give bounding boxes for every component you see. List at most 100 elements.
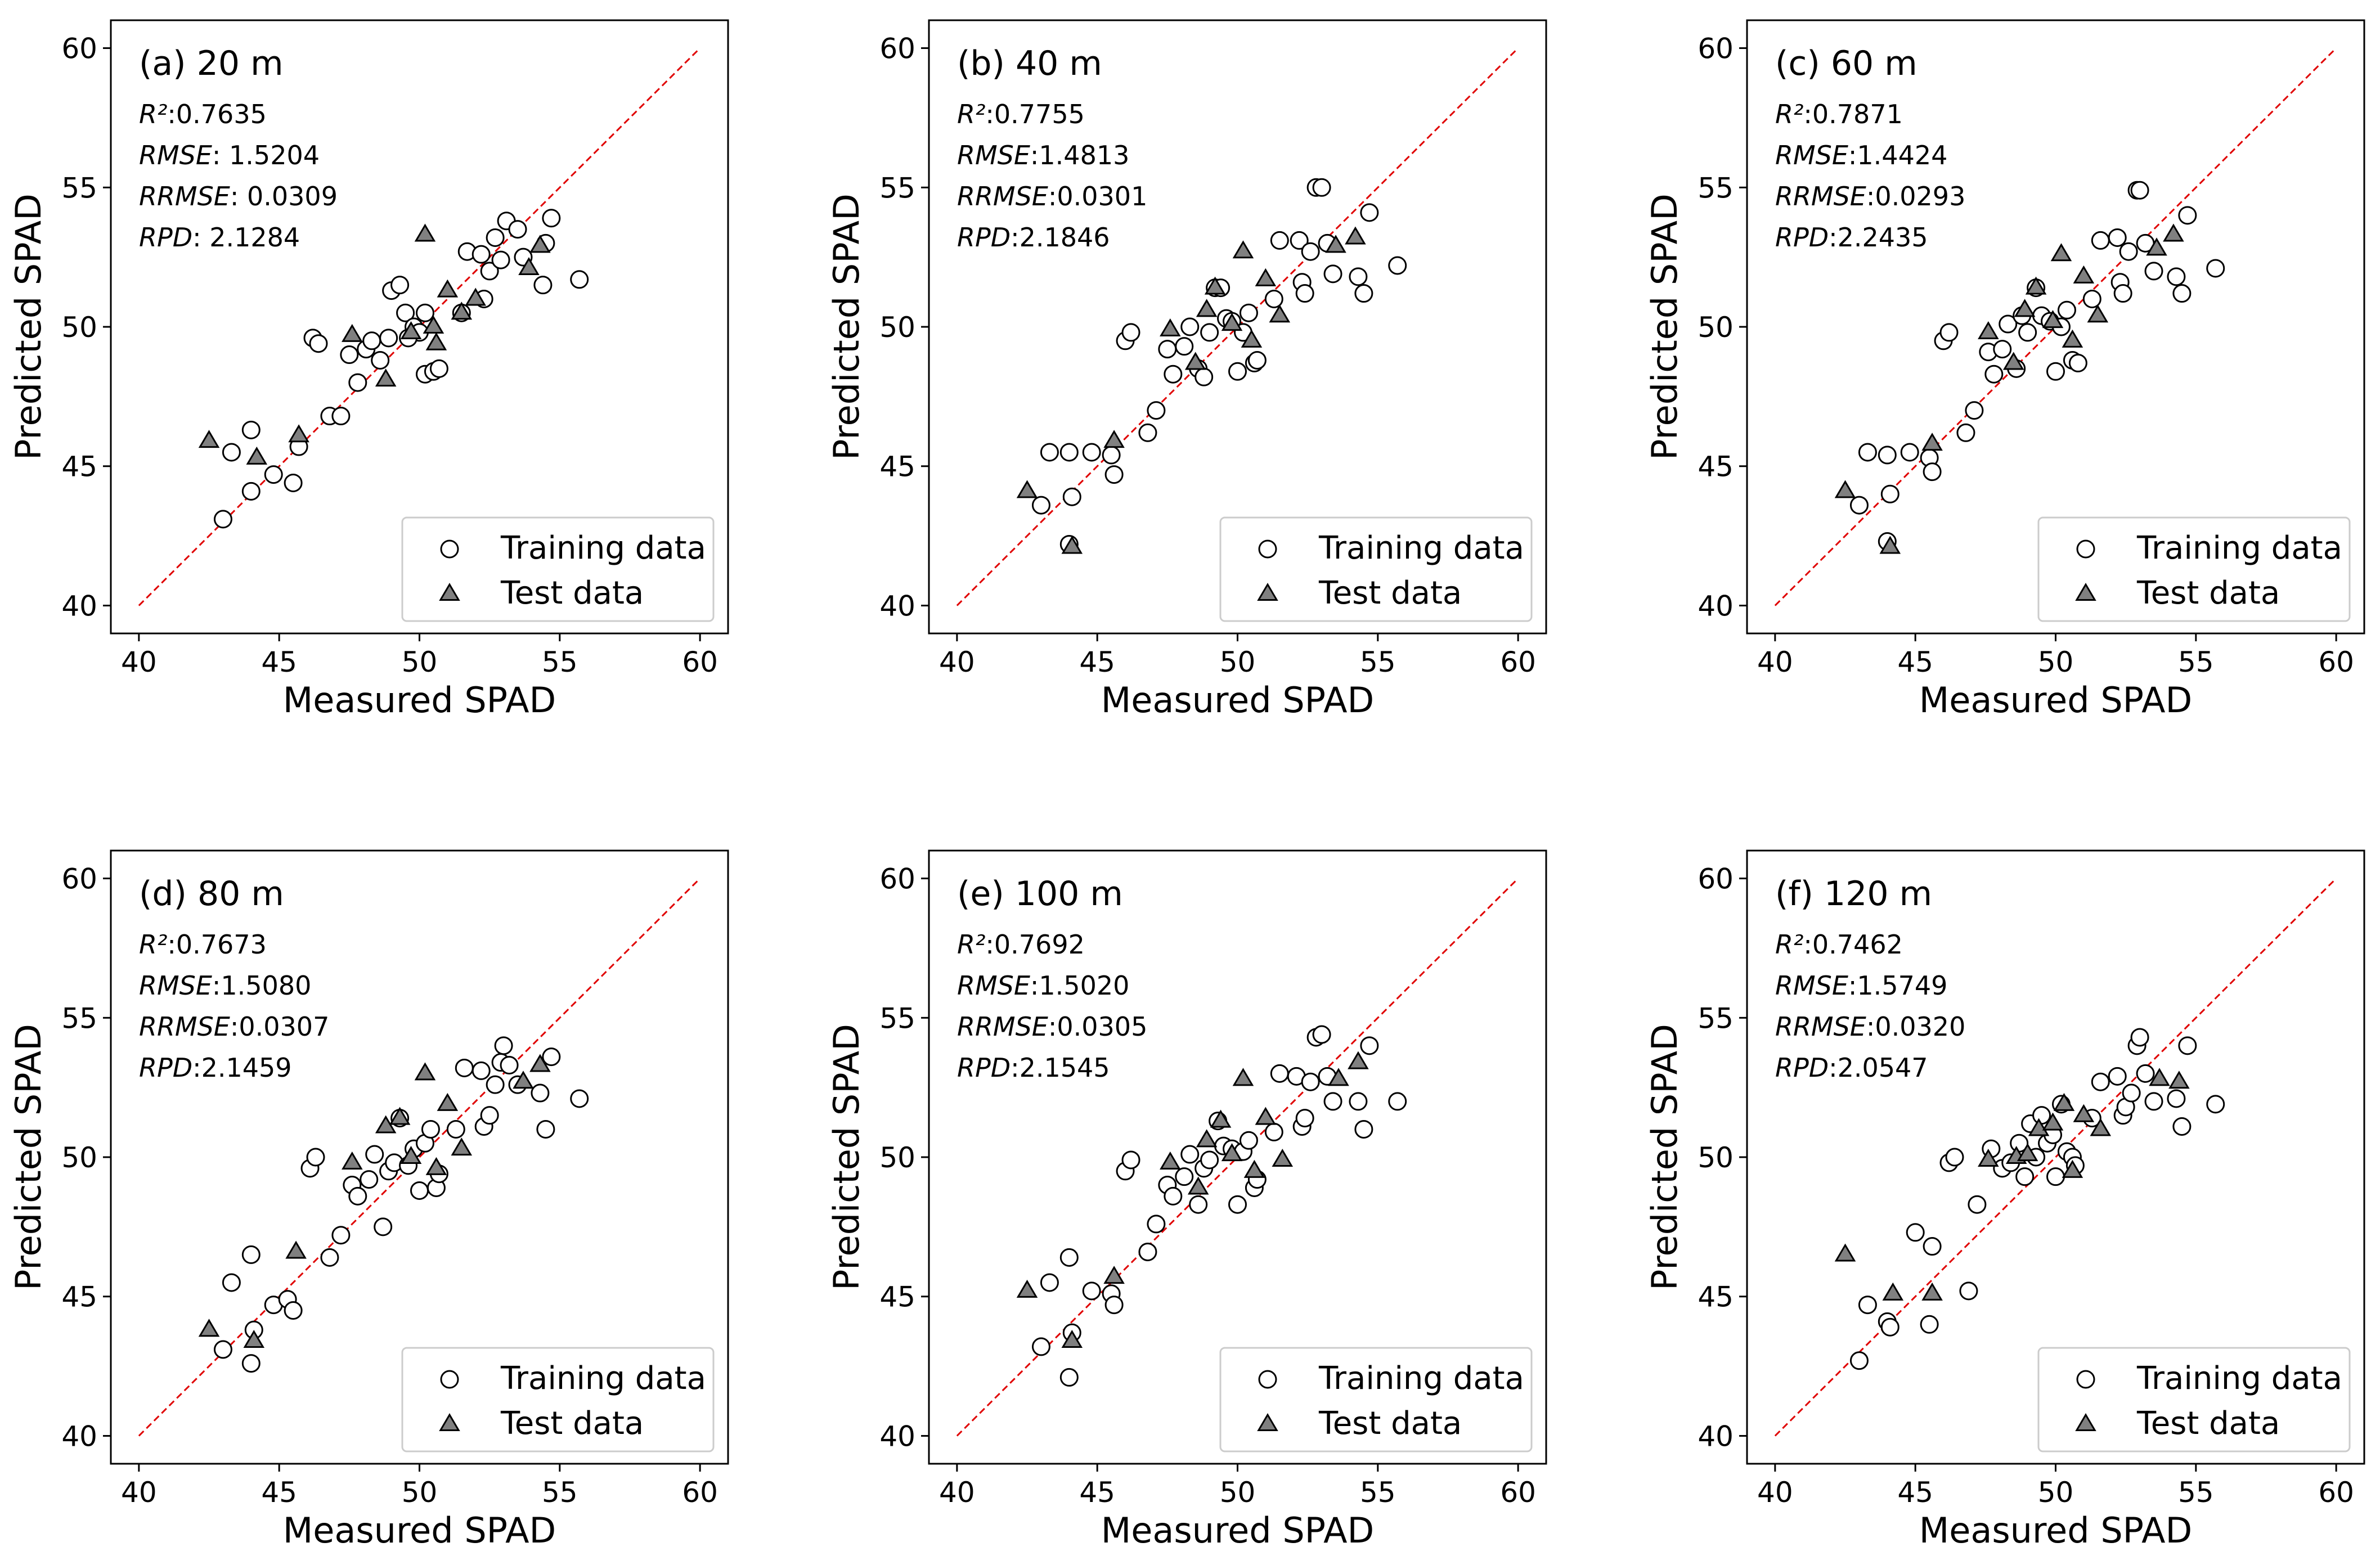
- training-point: [1180, 317, 1200, 336]
- training-point: [1104, 465, 1124, 484]
- test-point: [1325, 235, 1346, 253]
- training-point: [1102, 446, 1121, 465]
- training-point: [1290, 231, 1309, 250]
- metric-line: R²:0.7635: [139, 99, 267, 129]
- training-point: [1984, 365, 2004, 384]
- metric-label: R²: [957, 929, 985, 960]
- training-point: [1147, 401, 1166, 420]
- training-point: [2015, 1167, 2035, 1186]
- legend-test-label: Test data: [500, 1405, 644, 1442]
- test-point: [1016, 1279, 1038, 1298]
- x-tick-label: 60: [2318, 646, 2354, 678]
- training-point: [1164, 365, 1183, 384]
- training-point: [1082, 443, 1101, 462]
- x-tick-label: 40: [121, 1476, 157, 1509]
- metric-line: RMSE: 1.5204: [139, 140, 320, 170]
- metric-label: RRMSE: [139, 1011, 230, 1042]
- metric-line: RMSE:1.4424: [1775, 140, 1947, 170]
- y-tick-label: 60: [61, 863, 97, 896]
- training-point: [1354, 284, 1373, 303]
- x-tick-label: 45: [1079, 646, 1115, 678]
- training-point: [1175, 1167, 1194, 1186]
- metric-line: RPD:2.2435: [1775, 222, 1928, 253]
- panel-title: (c) 60 m: [1775, 44, 1918, 83]
- metric-value: :0.7462: [1803, 929, 1902, 960]
- x-tick-label: 50: [402, 646, 438, 678]
- training-point: [2113, 284, 2132, 303]
- test-point: [288, 424, 309, 443]
- y-axis-label: Predicted SPAD: [826, 1024, 867, 1290]
- test-point: [423, 316, 444, 334]
- training-point: [1158, 340, 1177, 359]
- legend-test-label: Test data: [1318, 1405, 1462, 1442]
- metric-value: :0.0305: [1048, 1011, 1147, 1042]
- metric-label: RRMSE: [957, 181, 1048, 212]
- metric-label: RRMSE: [957, 1011, 1048, 1042]
- training-point: [1880, 1317, 1899, 1337]
- reference-line: [1774, 878, 2337, 1437]
- metric-line: RPD:2.0547: [1775, 1053, 1928, 1083]
- legend-test-marker: [439, 583, 460, 601]
- y-tick-label: 45: [1698, 1281, 1734, 1314]
- test-point: [1061, 536, 1083, 554]
- metric-label: RPD: [1775, 222, 1829, 253]
- y-tick-label: 50: [1698, 311, 1734, 344]
- training-point: [1138, 423, 1157, 442]
- legend-test-marker: [439, 1413, 460, 1432]
- metric-value: :0.0320: [1866, 1011, 1965, 1042]
- metric-label: RRMSE: [139, 181, 230, 212]
- training-point: [2130, 181, 2149, 200]
- x-tick-label: 40: [121, 646, 157, 678]
- metric-value: :2.1459: [192, 1053, 291, 1083]
- training-point: [1059, 1368, 1079, 1387]
- training-point: [213, 1340, 232, 1359]
- x-tick-label: 50: [1220, 1476, 1256, 1509]
- training-point: [1906, 1223, 1925, 1242]
- training-point: [1121, 1150, 1140, 1170]
- training-point: [1959, 1281, 1978, 1301]
- training-point: [455, 1058, 474, 1077]
- legend-training-marker: [2076, 1370, 2095, 1389]
- metric-line: RMSE:1.5749: [1775, 970, 1947, 1001]
- training-point: [570, 1089, 589, 1108]
- test-point: [1221, 1143, 1243, 1162]
- metric-label: RMSE: [957, 970, 1030, 1001]
- test-point: [465, 287, 486, 306]
- y-tick-label: 55: [879, 1002, 915, 1035]
- training-point: [2144, 1092, 2163, 1111]
- test-point: [1834, 1243, 1856, 1262]
- training-point: [1858, 443, 1877, 462]
- training-point: [2057, 300, 2076, 320]
- metric-value: :0.0307: [230, 1011, 329, 1042]
- legend-test-marker: [1257, 1413, 1278, 1432]
- metric-label: R²: [139, 99, 167, 129]
- metric-value: :1.5749: [1848, 970, 1947, 1001]
- training-point: [1301, 1072, 1320, 1091]
- test-point: [1834, 480, 1856, 498]
- test-point: [2168, 1071, 2190, 1089]
- panel-4: 40 45 50 55 60 40 45 50 55 60 Measured SPAD Predict…: [826, 849, 1547, 1551]
- test-point: [1978, 321, 1999, 339]
- x-tick-label: 60: [2318, 1476, 2354, 1509]
- metric-line: R²:0.7755: [957, 99, 1085, 129]
- y-tick-label: 55: [61, 1002, 97, 1035]
- training-point: [241, 482, 261, 501]
- panel-5: 40 45 50 55 60 40 45 50 55 60 Measured SPAD Predict…: [1644, 849, 2365, 1551]
- training-point: [1349, 1092, 1368, 1111]
- test-point: [529, 1054, 551, 1072]
- metric-value: :1.5080: [212, 970, 311, 1001]
- test-point: [1160, 318, 1181, 336]
- training-point: [1031, 496, 1050, 515]
- test-point: [1196, 1129, 1218, 1148]
- test-point: [2042, 1112, 2064, 1131]
- training-point: [1121, 323, 1140, 342]
- test-point: [2149, 1068, 2170, 1086]
- training-point: [536, 1119, 555, 1139]
- training-point: [1999, 314, 2018, 334]
- test-point: [2073, 1104, 2095, 1122]
- training-point: [396, 303, 415, 322]
- y-tick-label: 55: [879, 172, 915, 204]
- training-point: [1849, 1351, 1869, 1370]
- metric-label: R²: [139, 929, 167, 960]
- test-point: [1272, 1148, 1294, 1167]
